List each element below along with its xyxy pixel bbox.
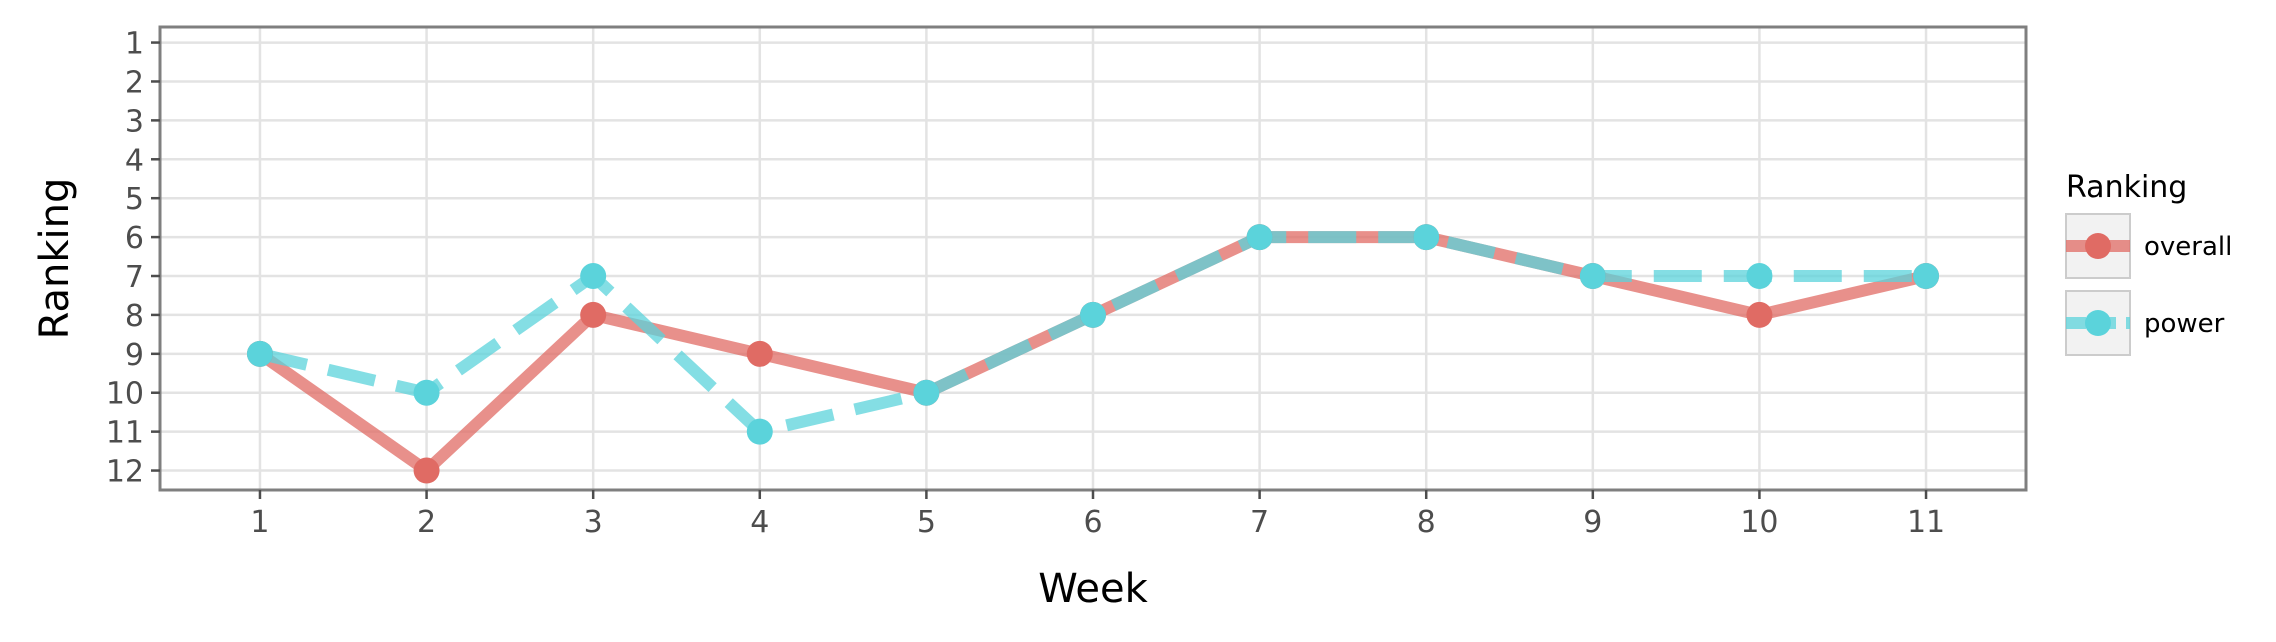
y-tick-label: 11 xyxy=(106,416,144,451)
y-tick-label: 5 xyxy=(125,182,144,217)
data-point-power xyxy=(580,263,607,290)
y-tick-label: 1 xyxy=(125,27,144,62)
y-axis-title: Ranking xyxy=(32,178,78,340)
data-point-power xyxy=(1579,263,1606,290)
x-tick-label: 3 xyxy=(584,505,603,540)
data-point-overall xyxy=(413,457,440,484)
x-tick-label: 7 xyxy=(1250,505,1269,540)
y-tick-label: 8 xyxy=(125,299,144,334)
y-tick-label: 12 xyxy=(106,455,144,490)
y-tick-label: 7 xyxy=(125,260,144,295)
x-tick-label: 10 xyxy=(1740,505,1778,540)
x-axis-title: Week xyxy=(1038,566,1148,612)
data-point-overall xyxy=(580,301,607,328)
x-tick-label: 4 xyxy=(750,505,769,540)
y-tick-label: 4 xyxy=(125,143,144,178)
x-tick-label: 8 xyxy=(1417,505,1436,540)
data-point-power xyxy=(413,379,440,406)
y-tick-label: 6 xyxy=(125,221,144,256)
data-point-overall xyxy=(746,340,773,367)
data-point-power xyxy=(746,418,773,445)
data-point-power xyxy=(1080,301,1106,328)
x-tick-label: 11 xyxy=(1907,505,1945,540)
data-point-overall xyxy=(1746,301,1773,328)
x-tick-label: 2 xyxy=(417,505,436,540)
data-point-power xyxy=(1246,224,1273,251)
y-tick-label: 3 xyxy=(125,104,144,139)
legend-label-overall: overall xyxy=(2144,232,2232,262)
legend-title: Ranking xyxy=(2066,170,2187,205)
series-points xyxy=(246,224,1940,484)
y-tick-label: 10 xyxy=(106,377,144,412)
y-tick-label: 9 xyxy=(125,338,144,373)
x-tick-label: 1 xyxy=(250,505,269,540)
legend-marker-overall xyxy=(2085,233,2111,259)
y-tick-label: 2 xyxy=(125,65,144,100)
data-point-power xyxy=(1413,224,1440,251)
data-point-power xyxy=(1913,263,1940,290)
data-point-power xyxy=(913,379,940,406)
x-tick-label: 5 xyxy=(917,505,936,540)
x-axis: 1 2 3 4 5 6 7 8 9 10 11 xyxy=(250,490,1945,540)
legend: Ranking overall power xyxy=(2065,170,2232,356)
legend-marker-power xyxy=(2085,310,2111,336)
grid-lines xyxy=(160,27,2026,490)
legend-label-power: power xyxy=(2144,309,2225,339)
data-point-power xyxy=(1746,263,1773,290)
x-tick-label: 6 xyxy=(1083,505,1102,540)
data-point-power xyxy=(246,340,273,367)
x-tick-label: 9 xyxy=(1583,505,1602,540)
